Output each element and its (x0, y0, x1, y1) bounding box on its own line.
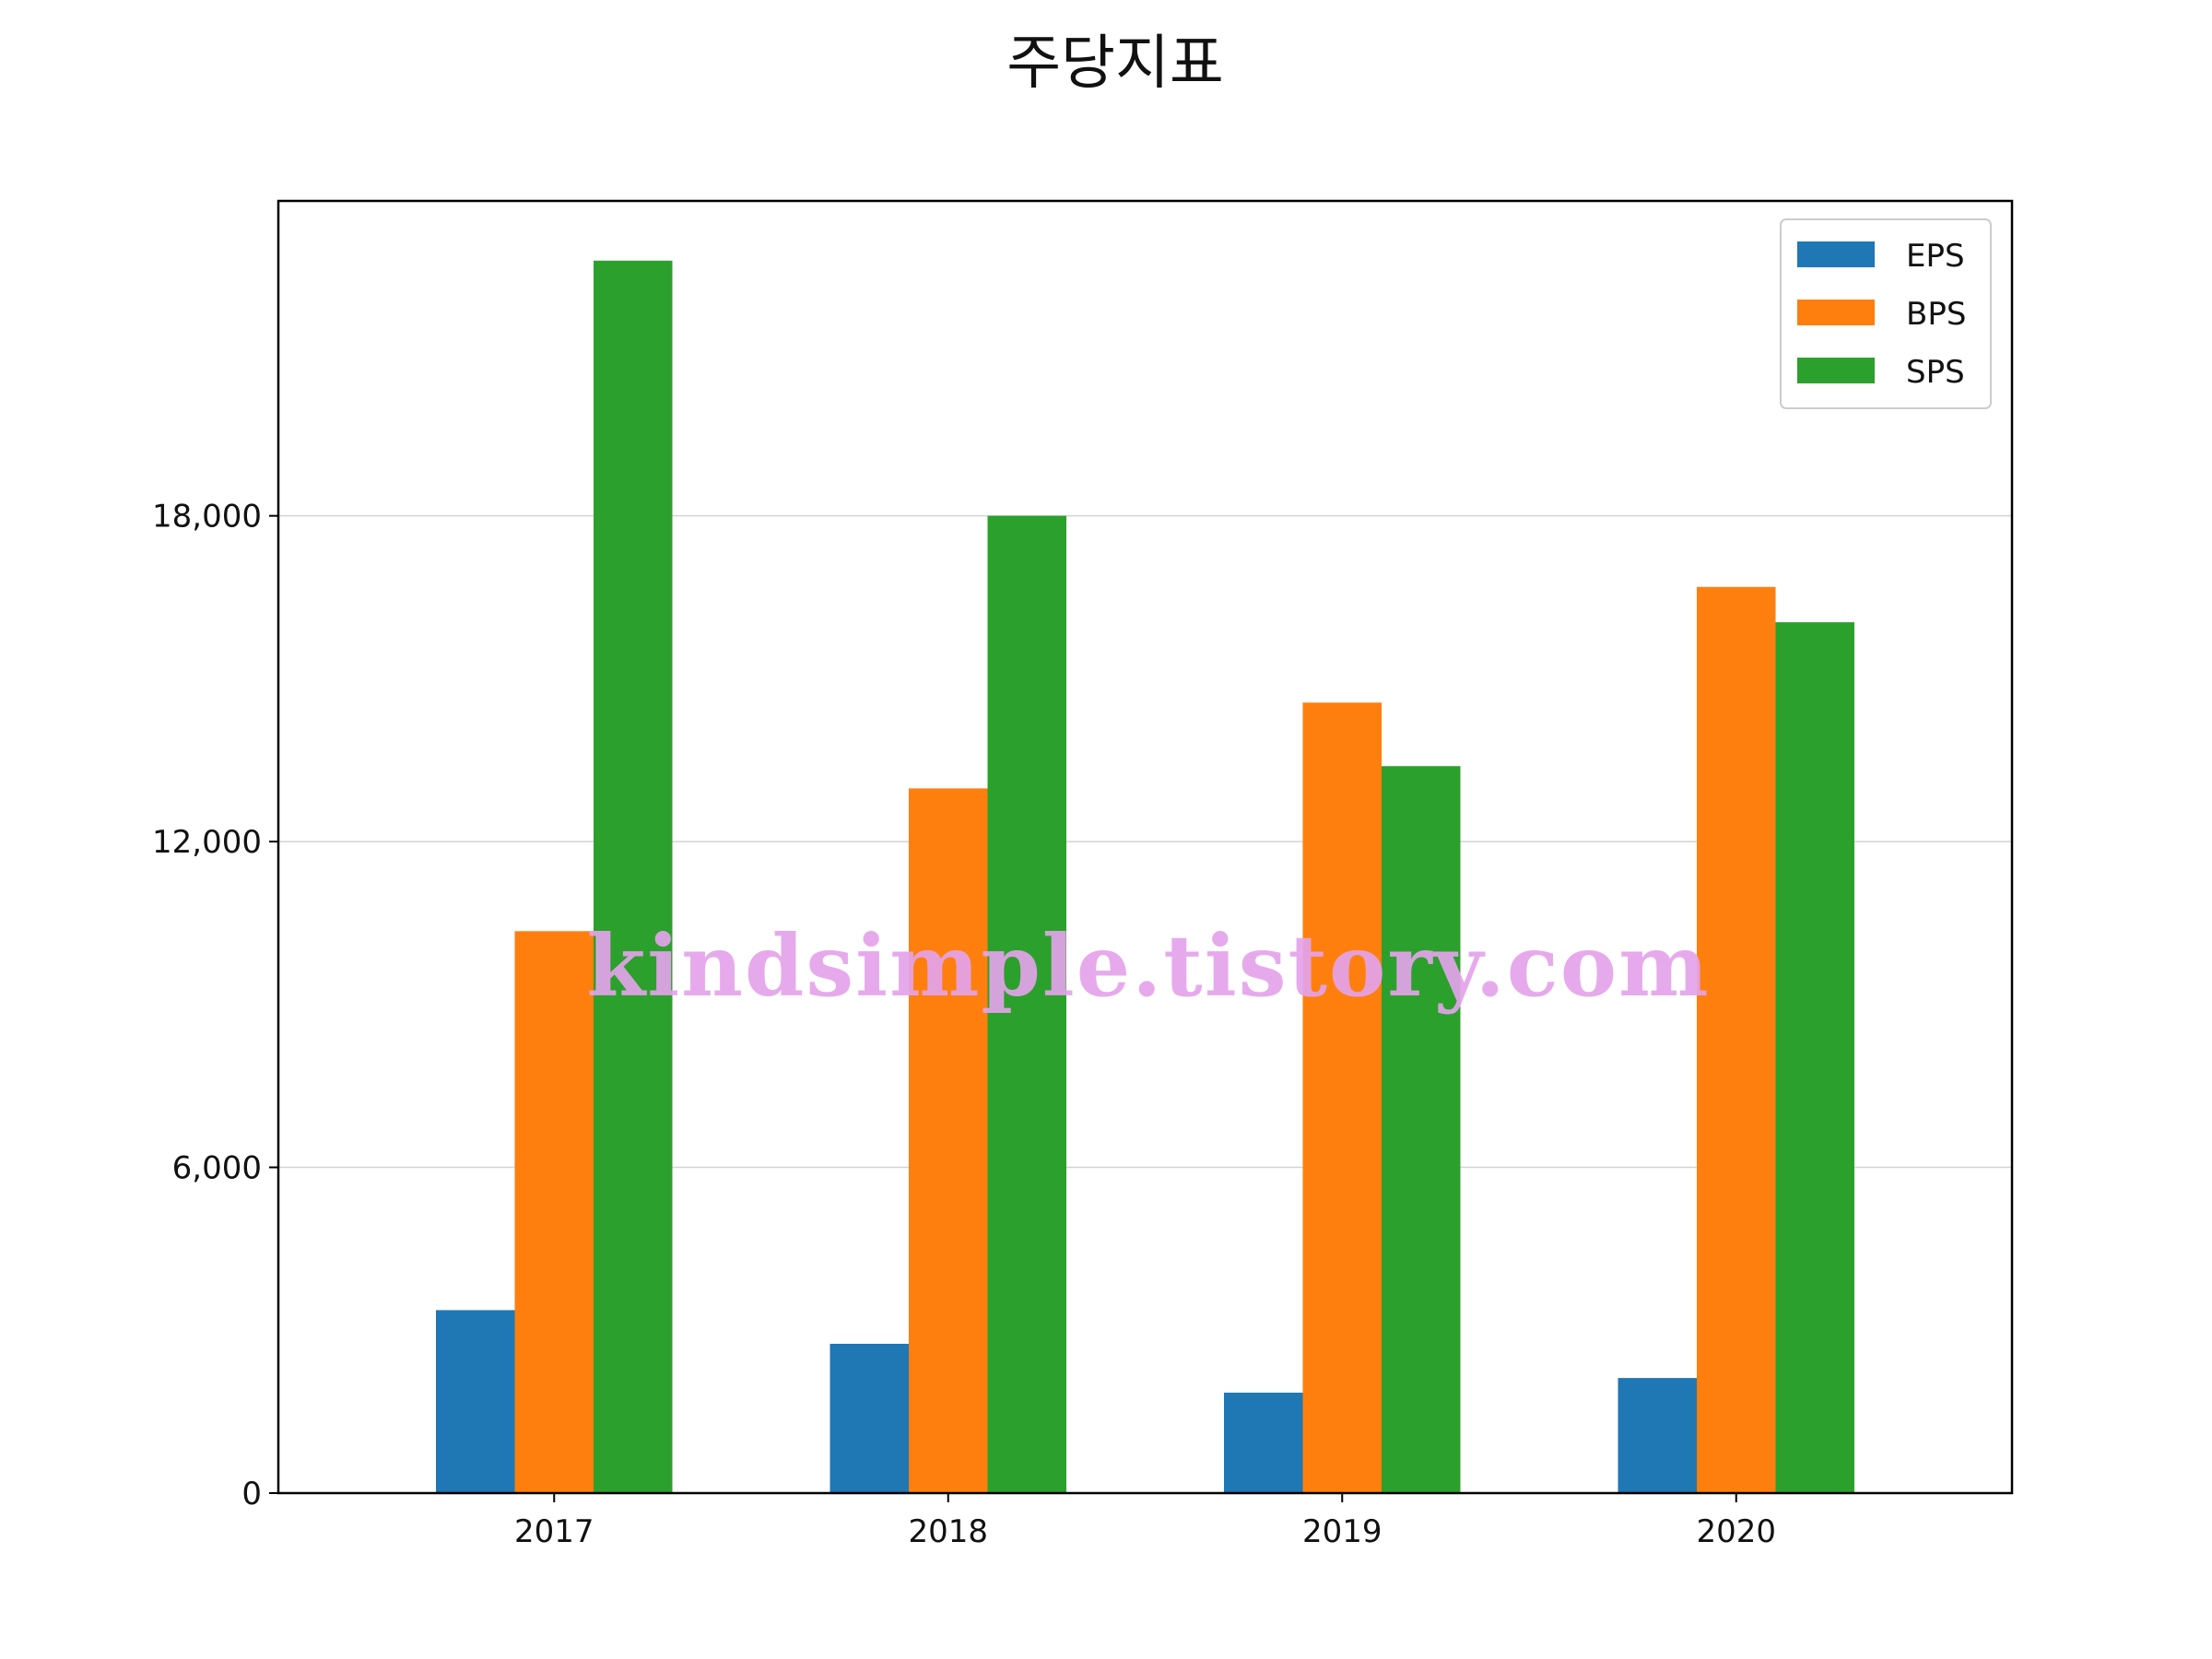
x-tick-label: 2017 (514, 1513, 594, 1550)
y-axis: 0 6,000 12,000 18,000 (152, 499, 278, 1512)
plot-frame (276, 199, 2014, 1495)
bar-sps-2017 (594, 260, 673, 1493)
bar-bps-2019 (1302, 702, 1382, 1493)
x-tick-label: 2018 (908, 1513, 988, 1550)
y-tick-label: 12,000 (152, 824, 262, 861)
legend: EPS BPS SPS (1780, 218, 1992, 409)
y-tick-label: 18,000 (152, 499, 262, 535)
legend-label-bps: BPS (1906, 296, 1966, 333)
y-tick-label: 6,000 (172, 1150, 262, 1187)
bar-bps-2017 (514, 931, 594, 1493)
legend-swatch-bps (1797, 300, 1875, 325)
bar-sps-2020 (1775, 622, 1854, 1493)
x-tick-label: 2019 (1302, 1513, 1382, 1550)
bar-eps-2019 (1224, 1393, 1303, 1493)
bars (436, 260, 1854, 1494)
x-tick-label: 2020 (1696, 1513, 1776, 1550)
bar-eps-2017 (436, 1310, 515, 1493)
bar-sps-2018 (987, 515, 1066, 1494)
y-tick-label: 0 (241, 1476, 262, 1512)
legend-label-sps: SPS (1906, 354, 1965, 391)
bar-eps-2020 (1618, 1378, 1697, 1493)
watermark-text: kindsimple.tistory.com (586, 916, 1710, 1016)
bar-eps-2018 (830, 1344, 909, 1493)
bar-bps-2020 (1697, 586, 1776, 1493)
x-axis: 2017 2018 2019 2020 (514, 1493, 1776, 1550)
chart-title: 주당지표 (1006, 29, 1224, 98)
bar-sps-2019 (1382, 766, 1461, 1493)
legend-label-eps: EPS (1906, 238, 1965, 275)
bar-bps-2018 (909, 788, 988, 1493)
legend-swatch-sps (1797, 358, 1875, 383)
legend-swatch-eps (1797, 241, 1875, 267)
